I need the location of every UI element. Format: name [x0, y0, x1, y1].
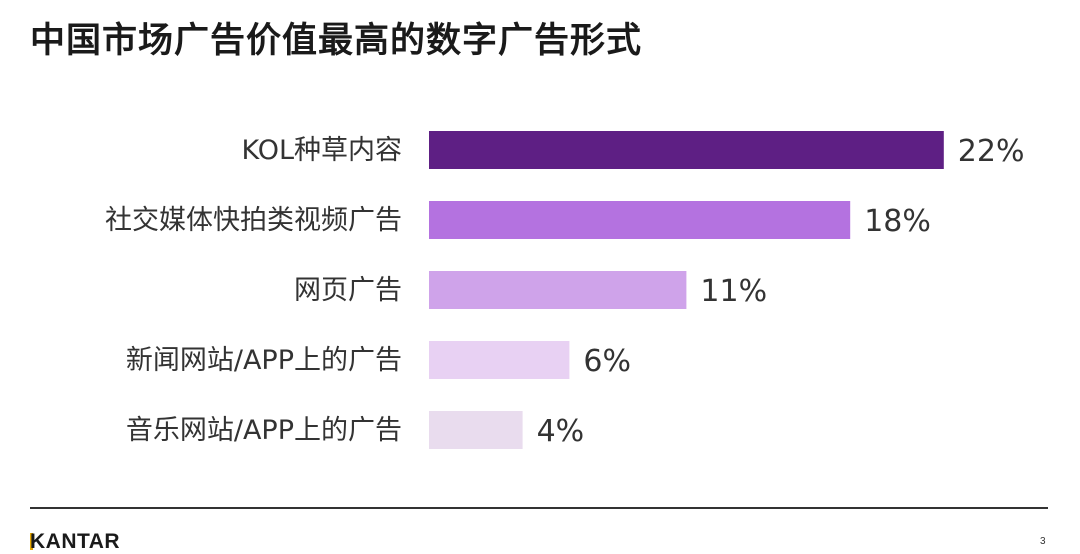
bar: [429, 131, 944, 169]
footer-divider: [30, 507, 1048, 509]
bar: [429, 341, 570, 379]
bar: [429, 411, 523, 449]
value-label: 4%: [537, 414, 585, 449]
bar: [429, 271, 687, 309]
page-number: 3: [1040, 536, 1046, 547]
chart-title: 中国市场广告价值最高的数字广告形式: [30, 21, 643, 61]
category-label: 新闻网站/APP上的广告: [126, 345, 402, 376]
category-label: 社交媒体快拍类视频广告: [105, 205, 402, 236]
value-label: 6%: [583, 344, 631, 379]
category-label: 网页广告: [294, 275, 402, 306]
value-label: 11%: [700, 274, 767, 309]
value-label: 22%: [958, 134, 1025, 169]
value-label: 18%: [864, 204, 931, 239]
bar-chart: KOL种草内容 22% 社交媒体快拍类视频广告 18% 网页广告 11% 新闻网站/APP上…: [105, 131, 1025, 449]
category-label: 音乐网站/APP上的广告: [126, 415, 402, 446]
kantar-logo: KANTAR: [30, 530, 121, 553]
category-label: KOL种草内容: [241, 135, 402, 166]
bar: [429, 201, 851, 239]
kantar-logo-accent: [30, 533, 33, 550]
